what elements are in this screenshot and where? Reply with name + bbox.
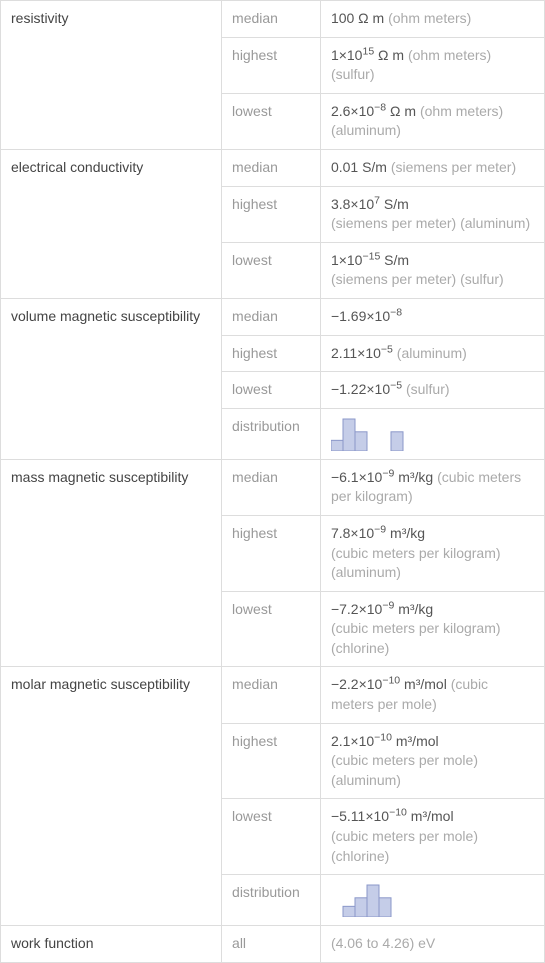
stat-label: highest	[222, 37, 321, 93]
table-row: mass magnetic susceptibility median −6.1…	[1, 459, 545, 515]
table-row: work function all (4.06 to 4.26) eV	[1, 926, 545, 963]
stat-label: lowest	[222, 799, 321, 875]
stat-label: highest	[222, 186, 321, 242]
value-cell: −2.2×10−10 m³/mol (cubic meters per mole…	[320, 667, 544, 723]
properties-table: resistivity median 100 Ω m (ohm meters) …	[0, 0, 545, 963]
value: 1×10−15 S/m	[331, 252, 409, 268]
note: (aluminum)	[331, 564, 401, 580]
stat-label: highest	[222, 335, 321, 372]
value: −7.2×10−9 m³/kg	[331, 601, 433, 617]
value: −1.69×10−8	[331, 308, 402, 324]
value: 3.8×107 S/m	[331, 196, 409, 212]
property-label: electrical conductivity	[1, 149, 222, 298]
histogram-icon	[331, 417, 415, 451]
property-label: molar magnetic susceptibility	[1, 667, 222, 926]
value-cell: 0.01 S/m (siemens per meter)	[320, 149, 544, 186]
value-cell: 100 Ω m (ohm meters)	[320, 1, 544, 38]
note: (sulfur)	[460, 271, 504, 287]
value-cell: 1×1015 Ω m (ohm meters) (sulfur)	[320, 37, 544, 93]
stat-label: median	[222, 298, 321, 335]
unit: (cubic meters per mole)	[331, 752, 478, 768]
stat-label: all	[222, 926, 321, 963]
stat-label: median	[222, 1, 321, 38]
stat-label: highest	[222, 515, 321, 591]
note: (aluminum)	[397, 345, 467, 361]
histogram-icon	[331, 883, 415, 917]
value-cell: −7.2×10−9 m³/kg (cubic meters per kilogr…	[320, 591, 544, 667]
value-cell	[320, 875, 544, 926]
property-label: mass magnetic susceptibility	[1, 459, 222, 667]
value: −6.1×10−9 m³/kg	[331, 469, 433, 485]
stat-label: lowest	[222, 93, 321, 149]
unit: (ohm meters)	[420, 103, 503, 119]
note: (chlorine)	[331, 848, 389, 864]
stat-label: lowest	[222, 372, 321, 409]
value: 0.01 S/m	[331, 159, 387, 175]
stat-label: median	[222, 667, 321, 723]
stat-label: lowest	[222, 242, 321, 298]
stat-label: highest	[222, 723, 321, 799]
table-row: volume magnetic susceptibility median −1…	[1, 298, 545, 335]
value-cell: 7.8×10−9 m³/kg (cubic meters per kilogra…	[320, 515, 544, 591]
value-cell: −5.11×10−10 m³/mol (cubic meters per mol…	[320, 799, 544, 875]
unit: (siemens per meter)	[331, 215, 456, 231]
note: (sulfur)	[331, 66, 375, 82]
unit: (cubic meters per kilogram)	[331, 545, 501, 561]
table-row: molar magnetic susceptibility median −2.…	[1, 667, 545, 723]
value: 7.8×10−9 m³/kg	[331, 525, 425, 541]
stat-label: median	[222, 149, 321, 186]
table-row: resistivity median 100 Ω m (ohm meters)	[1, 1, 545, 38]
value: 2.6×10−8 Ω m	[331, 103, 416, 119]
unit: (siemens per meter)	[331, 271, 456, 287]
value-cell: 2.11×10−5 (aluminum)	[320, 335, 544, 372]
note: (aluminum)	[331, 122, 401, 138]
stat-label: distribution	[222, 875, 321, 926]
unit: (ohm meters)	[408, 47, 491, 63]
value-cell: −6.1×10−9 m³/kg (cubic meters per kilogr…	[320, 459, 544, 515]
unit: (cubic meters per mole)	[331, 828, 478, 844]
value: −1.22×10−5	[331, 381, 402, 397]
value: −2.2×10−10 m³/mol	[331, 676, 447, 692]
value-cell: −1.69×10−8	[320, 298, 544, 335]
value-cell: (4.06 to 4.26) eV	[320, 926, 544, 963]
note: (aluminum)	[331, 772, 401, 788]
value: −5.11×10−10 m³/mol	[331, 808, 454, 824]
value-cell: 2.1×10−10 m³/mol (cubic meters per mole)…	[320, 723, 544, 799]
value-cell: 1×10−15 S/m (siemens per meter) (sulfur)	[320, 242, 544, 298]
property-label: resistivity	[1, 1, 222, 150]
note: (aluminum)	[460, 215, 530, 231]
value-cell	[320, 408, 544, 459]
value: 100 Ω m	[331, 10, 384, 26]
stat-label: median	[222, 459, 321, 515]
note: (chlorine)	[331, 640, 389, 656]
value-cell: −1.22×10−5 (sulfur)	[320, 372, 544, 409]
table-row: electrical conductivity median 0.01 S/m …	[1, 149, 545, 186]
unit: (cubic meters per kilogram)	[331, 620, 501, 636]
unit: (ohm meters)	[388, 10, 471, 26]
stat-label: distribution	[222, 408, 321, 459]
property-label: work function	[1, 926, 222, 963]
value: 1×1015 Ω m	[331, 47, 404, 63]
value: 2.1×10−10 m³/mol	[331, 733, 439, 749]
value-cell: 3.8×107 S/m (siemens per meter) (aluminu…	[320, 186, 544, 242]
value: 2.11×10−5	[331, 345, 393, 361]
stat-label: lowest	[222, 591, 321, 667]
note: (sulfur)	[406, 381, 450, 397]
unit: (siemens per meter)	[391, 159, 516, 175]
property-label: volume magnetic susceptibility	[1, 298, 222, 459]
value-cell: 2.6×10−8 Ω m (ohm meters) (aluminum)	[320, 93, 544, 149]
